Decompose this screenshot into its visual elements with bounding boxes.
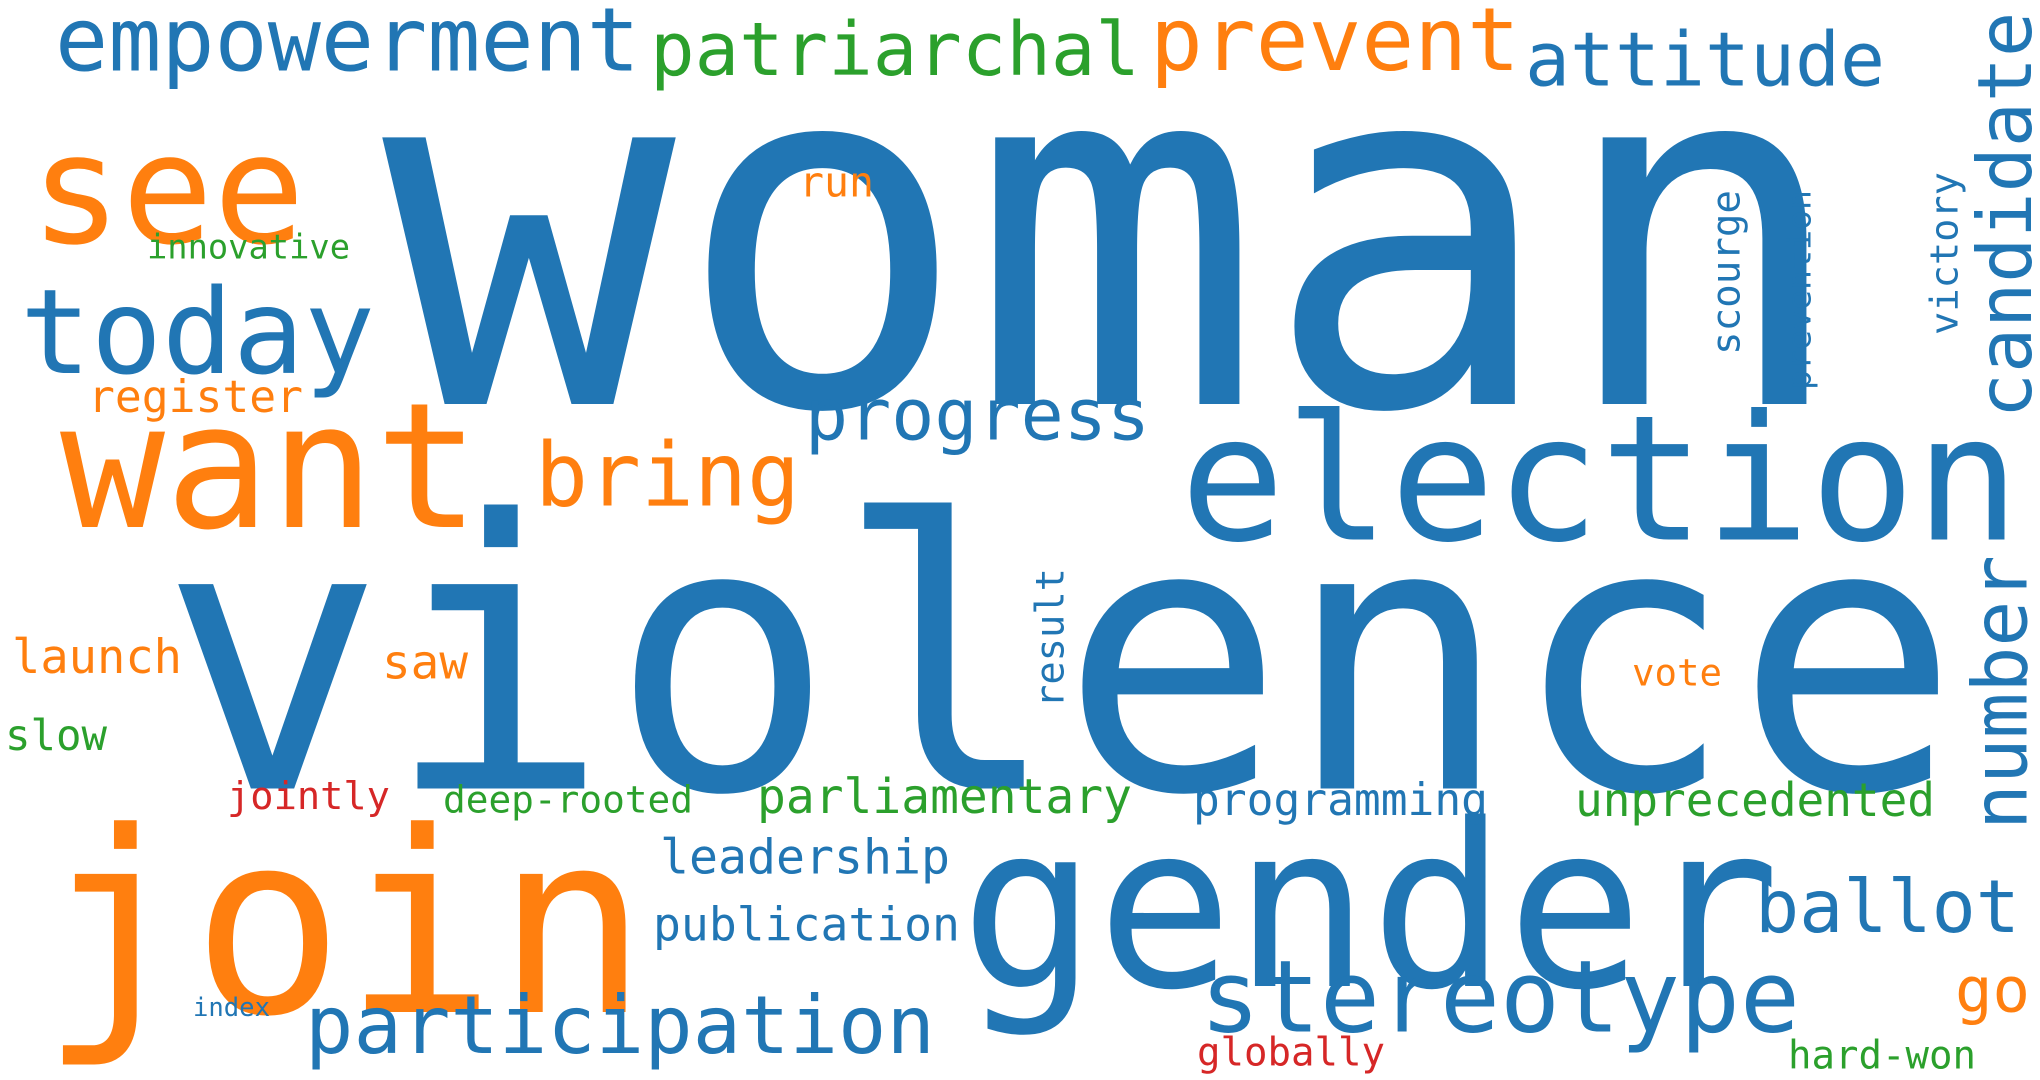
word-empowerment: empowerment — [55, 0, 640, 92]
word-join: join — [40, 778, 648, 1072]
word-today: today — [20, 264, 375, 401]
word-unprecedented: unprecedented — [1575, 773, 1935, 827]
word-patriarchal: patriarchal — [650, 7, 1140, 93]
word-ballot: ballot — [1755, 865, 2020, 950]
word-slow: slow — [5, 711, 107, 760]
word-run: run — [799, 158, 874, 207]
word-attitude: attitude — [1525, 17, 1885, 104]
word-prevention: prevention — [1780, 190, 1819, 390]
word-participation: participation — [305, 978, 935, 1072]
word-want: want — [60, 366, 480, 569]
word-stereotype: stereotype — [1200, 940, 1800, 1056]
word-scourge: scourge — [1705, 190, 1750, 355]
word-programming: programming — [1193, 774, 1488, 826]
word-gender: gender — [960, 775, 1780, 1040]
word-leadership: leadership — [660, 830, 950, 886]
word-register: register — [88, 371, 303, 423]
word-jointly: jointly — [227, 774, 390, 819]
word-woman: woman — [382, 0, 1850, 519]
word-vote: vote — [1632, 651, 1722, 695]
word-innovative: innovative — [147, 228, 350, 267]
word-launch: launch — [12, 630, 182, 685]
word-see: see — [30, 102, 305, 279]
word-publication: publication — [653, 898, 960, 952]
word-violence: violence — [160, 443, 1960, 878]
word-prevent: prevent — [1150, 0, 1520, 91]
word-index: index — [193, 993, 270, 1023]
word-parliamentary: parliamentary — [757, 770, 1132, 825]
word-globally: globally — [1197, 1031, 1385, 1076]
word-result: result — [1029, 568, 1074, 708]
word-victory: victory — [1923, 172, 1968, 335]
word-progress: progress — [805, 374, 1150, 457]
word-go: go — [1955, 954, 2030, 1027]
word-hard-won: hard-won — [1788, 1034, 1976, 1079]
word-bring: bring — [535, 424, 800, 527]
word-deep-rooted: deep-rooted — [443, 778, 693, 822]
word-election: election — [1180, 379, 2020, 582]
word-number: number — [1956, 555, 2040, 830]
word-candidate: candidate — [1961, 12, 2040, 418]
word-saw: saw — [382, 636, 468, 691]
